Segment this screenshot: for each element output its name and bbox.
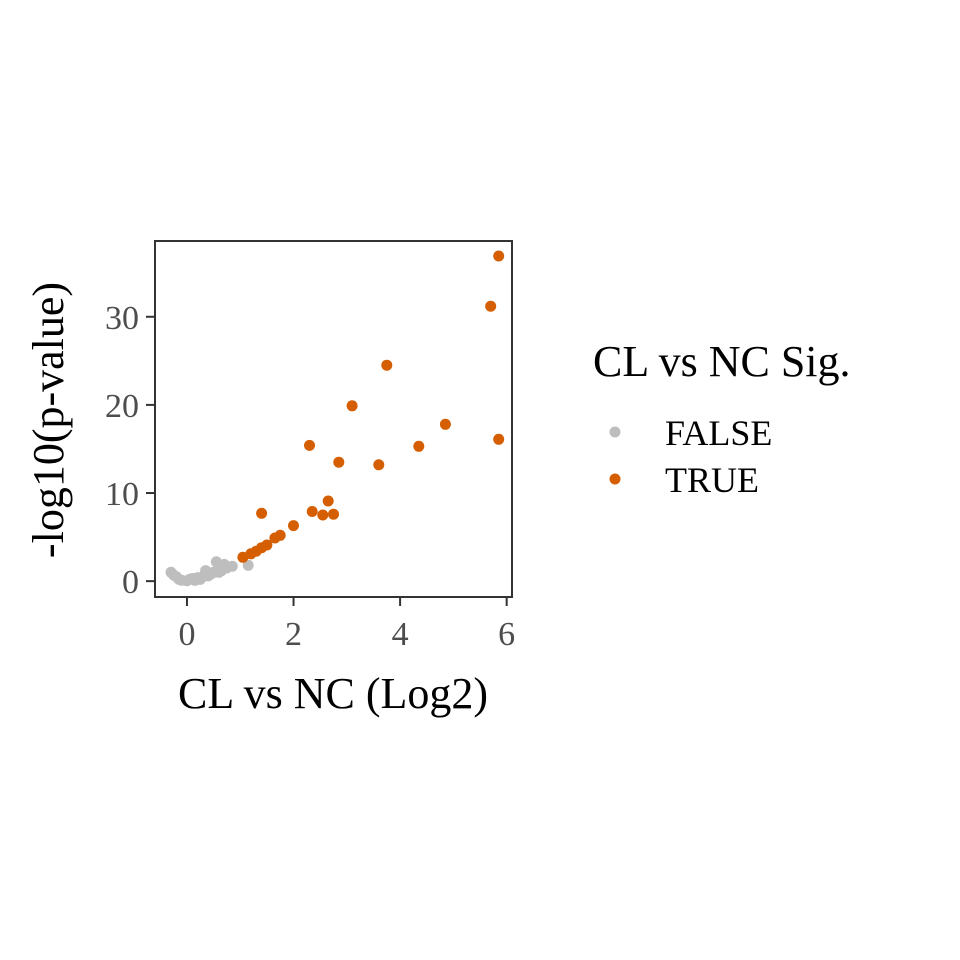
point-true-10 <box>317 509 329 521</box>
x-tick-label-1: 2 <box>285 616 302 653</box>
legend-title: CL vs NC Sig. <box>593 337 851 386</box>
point-false-22 <box>242 559 254 571</box>
x-axis-title: CL vs NC (Log2) <box>178 669 488 718</box>
x-tick-label-3: 6 <box>498 616 515 653</box>
legend-key-true <box>609 473 621 485</box>
y-tick-label-2: 20 <box>105 388 139 425</box>
point-true-21 <box>493 250 505 262</box>
x-tick-label-2: 4 <box>392 616 409 653</box>
point-true-15 <box>373 459 385 471</box>
legend-label-false: FALSE <box>665 413 772 453</box>
y-tick-label-3: 30 <box>105 300 139 337</box>
point-true-20 <box>485 300 497 312</box>
legend-entries: FALSE TRUE <box>609 413 772 500</box>
point-true-8 <box>256 507 268 519</box>
point-true-12 <box>322 495 334 507</box>
y-tick-label-1: 10 <box>105 476 139 513</box>
point-true-16 <box>346 400 358 412</box>
legend: CL vs NC Sig. FALSE TRUE <box>593 337 851 500</box>
legend-key-false <box>609 426 621 438</box>
point-true-11 <box>328 508 339 520</box>
point-true-19 <box>439 418 451 430</box>
data-points <box>165 250 505 587</box>
point-true-7 <box>288 520 299 532</box>
axes: 0 2 4 6 0 10 20 30 <box>105 300 515 653</box>
point-true-18 <box>413 440 425 452</box>
point-true-6 <box>274 529 286 541</box>
point-true-9 <box>306 506 318 517</box>
x-tick-label-0: 0 <box>178 616 195 653</box>
point-true-14 <box>304 439 315 451</box>
point-true-4 <box>261 539 273 551</box>
legend-label-true: TRUE <box>665 460 759 500</box>
plot-panel-border <box>154 240 513 598</box>
y-tick-label-0: 0 <box>122 564 139 601</box>
y-axis-title: -log10(p-value) <box>24 282 73 558</box>
point-false-21 <box>226 560 238 572</box>
point-true-17 <box>381 359 393 371</box>
point-true-22 <box>493 433 505 445</box>
point-true-13 <box>333 456 345 468</box>
